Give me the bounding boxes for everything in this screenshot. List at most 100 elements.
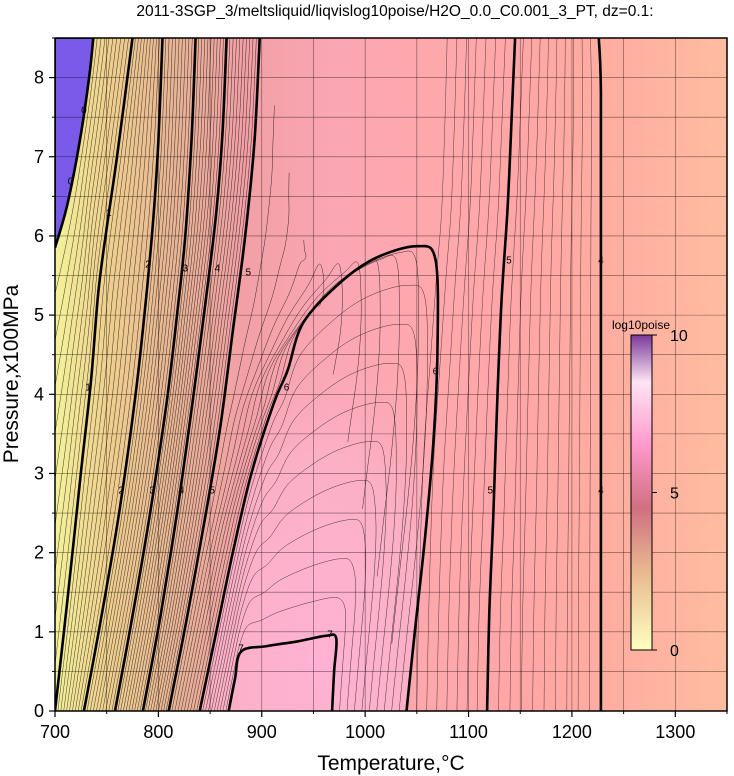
- bold-contour-6-6: [198, 244, 440, 711]
- grid: [55, 38, 727, 711]
- x-tick-label: 1300: [655, 722, 695, 742]
- contour-label: 0: [81, 105, 87, 116]
- thin-contour: [566, 38, 574, 711]
- thin-contour: [165, 38, 257, 711]
- thin-contour: [187, 261, 362, 711]
- y-tick-label: 7: [34, 147, 44, 167]
- thin-contour: [69, 38, 148, 711]
- thin-contour: [183, 263, 343, 711]
- thin-contour: [150, 38, 237, 711]
- contour-label: 4: [598, 485, 604, 496]
- x-tick-label: 800: [143, 722, 173, 742]
- thin-contour: [145, 38, 231, 711]
- thin-contour: [72, 38, 151, 711]
- thin-contour: [208, 363, 407, 711]
- colorbar-title: log10poise: [612, 318, 670, 332]
- thin-contour: [75, 38, 154, 711]
- thin-contour: [589, 38, 592, 711]
- thin-contour: [555, 38, 566, 711]
- bold-contour-7-7: [227, 633, 338, 711]
- contour-label: 3: [149, 485, 155, 496]
- thin-contour: [55, 38, 110, 434]
- thin-contour: [155, 38, 244, 711]
- thin-contour: [55, 38, 129, 665]
- thin-contour: [139, 38, 224, 711]
- thin-contour: [128, 38, 212, 711]
- thin-contour: [180, 263, 325, 711]
- thin-contour: [102, 38, 183, 711]
- thin-contour: [160, 38, 251, 711]
- thin-contour: [509, 38, 533, 711]
- x-tick-label: 1200: [552, 722, 592, 742]
- chart-title: 2011-3SGP_3/meltsliquid/liqvislog10poise…: [136, 3, 653, 20]
- thin-contour: [55, 38, 122, 573]
- y-tick-label: 4: [34, 384, 44, 404]
- thin-contour: [89, 38, 170, 711]
- thin-contour: [426, 38, 458, 711]
- colorbar-tick-label: 0: [670, 643, 679, 660]
- thin-contour: [147, 38, 234, 711]
- colorbar: log10poise 0 5 10: [612, 318, 688, 660]
- thin-contour: [174, 172, 290, 711]
- colorbar-gradient: [630, 334, 653, 651]
- thin-contour: [99, 38, 180, 711]
- y-tick-label: 5: [34, 305, 44, 325]
- y-axis: 0 1 2 3 4 5 6 7 8: [34, 37, 55, 721]
- y-axis-label: Pressure,x100MPa: [0, 284, 23, 463]
- x-tick-label: 700: [40, 722, 70, 742]
- thin-contour: [222, 558, 356, 711]
- thin-contour: [532, 38, 549, 711]
- thin-contour: [152, 38, 241, 711]
- thin-contour: [123, 38, 206, 711]
- thin-contour: [177, 239, 307, 711]
- contour-label: 5: [209, 485, 215, 496]
- thin-contour: [66, 38, 145, 711]
- thin-contour: [211, 402, 397, 711]
- y-tick-label: 2: [34, 543, 44, 563]
- bold-contour-5-5: [167, 38, 261, 711]
- thin-contour: [77, 38, 157, 711]
- thin-contour: [57, 38, 136, 711]
- thin-contour: [446, 38, 477, 711]
- colorbar-tick-label: 5: [670, 486, 679, 503]
- thin-contour: [55, 38, 118, 526]
- thin-contour: [202, 284, 428, 711]
- contour-label: 3: [182, 264, 188, 275]
- thin-contour: [55, 38, 106, 387]
- thin-contour: [55, 38, 125, 619]
- thin-contour: [55, 38, 98, 295]
- x-tick-label: 900: [247, 722, 277, 742]
- thin-contour: [134, 38, 218, 711]
- y-tick-label: 3: [34, 463, 44, 483]
- thin-contour: [125, 38, 209, 711]
- thin-contour: [456, 38, 487, 711]
- contour-label: 2: [118, 485, 124, 496]
- thin-contour: [80, 38, 160, 711]
- thin-contour: [117, 38, 199, 711]
- thin-contour: [543, 38, 558, 711]
- contour-label: 7: [327, 629, 333, 640]
- contour-label: 2: [145, 260, 151, 271]
- bold-contour-2-2: [82, 38, 164, 711]
- contour-labels: 0 0 1 1 2 2 3 3 4 4 5 5 6 6 7 7 5 5 4 4: [68, 105, 604, 654]
- contour-label: 5: [487, 485, 493, 496]
- contour-label: 4: [178, 485, 184, 496]
- y-tick-label: 6: [34, 226, 44, 246]
- bold-contours: [55, 38, 603, 711]
- thin-contour: [219, 519, 367, 711]
- thin-contour: [158, 38, 247, 711]
- thin-contour: [55, 38, 114, 480]
- contour-label: 6: [284, 382, 290, 393]
- bold-contour-5-8: [485, 38, 517, 711]
- bold-contour-4-9: [597, 38, 603, 711]
- contour-label: 6: [433, 367, 439, 378]
- contour-label: 0: [68, 177, 74, 188]
- colorbar-tick-label: 10: [670, 328, 688, 345]
- contour-label: 1: [106, 208, 112, 219]
- contour-label: 4: [215, 264, 221, 275]
- bold-contour-4-4: [141, 38, 228, 711]
- contour-label: 5: [246, 268, 252, 279]
- contour-label: 1: [85, 382, 91, 393]
- thin-contour: [163, 38, 254, 711]
- contour-label: 4: [598, 256, 604, 267]
